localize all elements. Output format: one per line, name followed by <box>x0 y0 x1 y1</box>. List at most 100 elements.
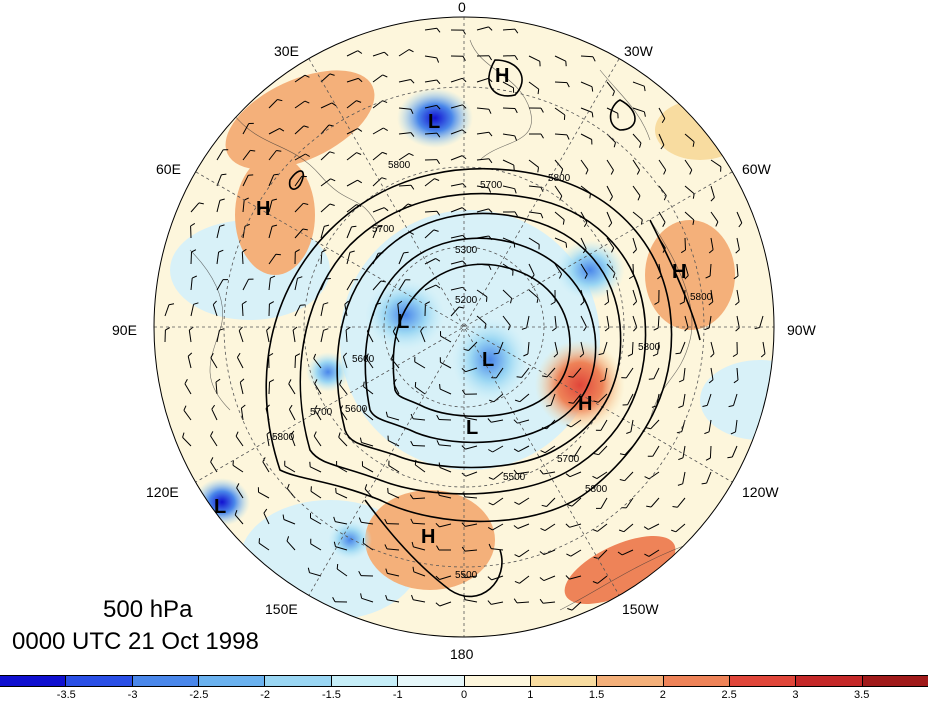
wind-barb-flag <box>513 469 518 475</box>
wind-barb <box>242 226 246 239</box>
wind-barb <box>183 410 192 421</box>
colorbar-tick-label: 3.5 <box>854 689 870 701</box>
wind-barb <box>550 393 556 406</box>
wind-barb-flag <box>516 376 522 378</box>
lon-label-90w: 90W <box>787 322 817 338</box>
wind-barb <box>476 26 489 31</box>
wind-barb <box>657 341 660 354</box>
wind-barb <box>372 152 383 161</box>
wind-barb-flag <box>514 188 517 194</box>
wind-barb-flag <box>313 431 317 437</box>
wind-barb-flag <box>344 300 349 305</box>
wind-barb-flag <box>537 167 539 173</box>
wind-barb <box>424 229 435 239</box>
wind-barb <box>606 315 610 328</box>
wind-barb <box>735 419 738 432</box>
valid-time-title: 0000 UTC 21 Oct 1998 <box>12 628 259 655</box>
wind-barb <box>648 549 660 557</box>
wind-barb <box>314 383 322 395</box>
wind-barb-flag <box>303 125 309 128</box>
wind-barb-flag <box>408 49 414 53</box>
wind-barb <box>528 211 541 215</box>
wind-barb-flag <box>566 424 572 428</box>
wind-barb <box>216 200 221 213</box>
wind-barb-flag <box>436 105 441 110</box>
wind-barb-flag <box>383 127 388 132</box>
wind-barb <box>363 386 374 395</box>
wind-barb <box>684 237 686 251</box>
wind-barb-flag <box>409 494 414 499</box>
wind-barb <box>528 289 539 299</box>
wind-barb <box>580 263 588 275</box>
wind-barb-flag <box>591 86 594 92</box>
wind-barb <box>211 408 218 421</box>
wind-barb-flag <box>593 453 599 456</box>
wind-barb <box>600 419 608 431</box>
wind-barb <box>450 104 463 109</box>
pressure-level-title: 500 hPa <box>103 596 193 623</box>
wind-barb-flag <box>678 405 684 409</box>
wind-barb <box>502 81 514 89</box>
wind-barb <box>476 131 489 135</box>
wind-barb <box>682 471 686 484</box>
wind-barb-flag <box>435 602 441 607</box>
wind-barb <box>365 357 374 369</box>
wind-barb <box>554 107 566 116</box>
wind-barb <box>502 159 515 166</box>
wind-barb-flag <box>513 525 519 529</box>
wind-barb-flag <box>692 141 695 147</box>
wind-barb <box>346 100 357 109</box>
wind-barb-flag <box>637 195 641 201</box>
wind-barb-flag <box>462 286 467 292</box>
wind-barb-flag <box>410 184 415 190</box>
wind-barb <box>309 466 322 473</box>
wind-barb-flag <box>302 228 308 231</box>
wind-barb-flag <box>565 473 571 478</box>
wind-barb-flag <box>663 195 667 201</box>
wind-barb-flag <box>488 55 493 61</box>
wind-barb-flag <box>243 197 249 201</box>
wind-barb-flag <box>323 328 329 331</box>
wind-barb-flag <box>410 79 415 84</box>
wind-barb <box>258 491 270 499</box>
wind-barb <box>465 367 478 373</box>
wind-barb-flag <box>514 399 520 403</box>
wind-barb <box>606 107 619 114</box>
wind-barb-flag <box>626 431 632 434</box>
contour-label: 5300 <box>455 245 478 256</box>
low-center: L <box>397 311 409 333</box>
wind-barb <box>310 517 322 525</box>
wind-barb-flag <box>754 327 760 330</box>
colorbar-swatch <box>597 676 664 686</box>
wind-barb <box>339 384 348 395</box>
wind-barb-flag <box>412 566 415 572</box>
wind-barb-flag <box>339 379 342 385</box>
wind-barb <box>439 444 452 447</box>
contour-label: 5500 <box>455 570 478 581</box>
wind-barb <box>294 153 306 161</box>
wind-barb-flag <box>377 225 383 228</box>
colorbar-tick-label: 3 <box>792 689 799 701</box>
wind-barb <box>465 471 478 477</box>
wind-barb <box>439 523 452 528</box>
wind-barb <box>736 211 743 224</box>
wind-barb-flag <box>644 476 650 480</box>
wind-barb <box>632 315 638 328</box>
wind-barb-flag <box>461 546 466 552</box>
wind-barb <box>527 341 530 355</box>
wind-barb <box>424 210 438 213</box>
wind-barb <box>684 315 689 328</box>
wind-barb <box>288 409 296 421</box>
wind-barb <box>398 79 411 83</box>
wind-barb <box>736 263 739 277</box>
wind-barb <box>440 335 452 343</box>
wind-barb <box>597 523 608 532</box>
wind-barb-flag <box>592 529 598 532</box>
wind-barb <box>235 435 244 447</box>
wind-barb-flag <box>382 74 388 78</box>
wind-barb-flag <box>297 276 303 279</box>
wind-barb-flag <box>628 275 634 280</box>
wind-barb <box>424 55 437 59</box>
wind-barb <box>554 133 568 136</box>
